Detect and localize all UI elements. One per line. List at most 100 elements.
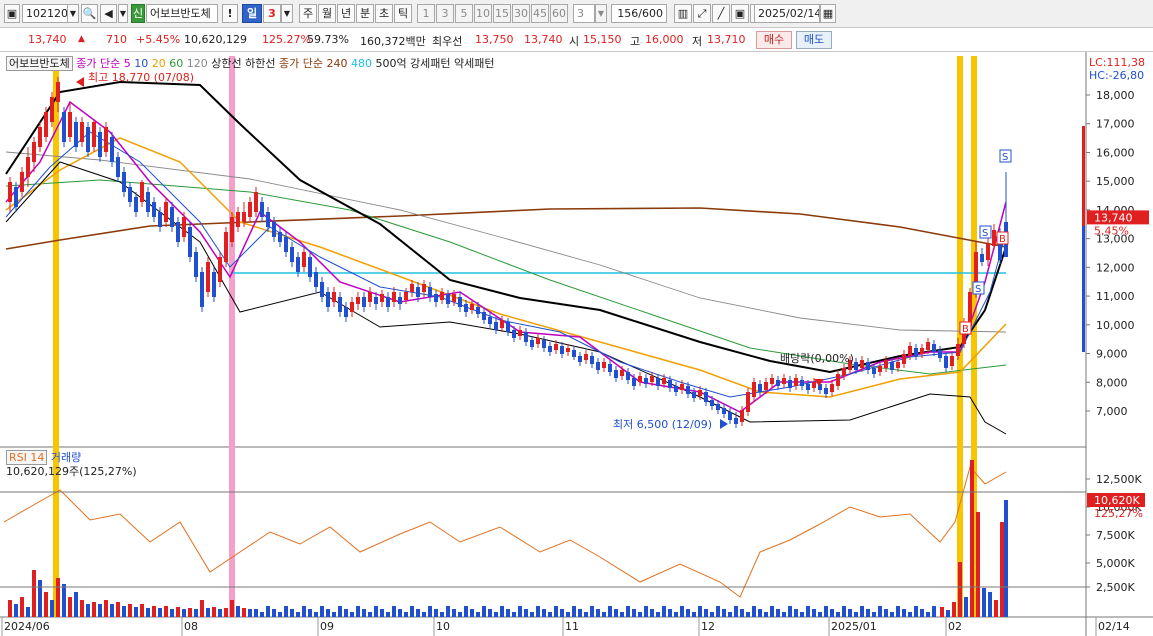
legend-ma2-label[interactable]: 종가 단순 [278,57,323,70]
legend-ma5[interactable]: 5 [123,57,131,70]
period-day-button[interactable]: 일 [242,4,262,23]
legend-rsi[interactable]: RSI 14 [6,450,48,465]
current-volume-box [1087,493,1145,507]
legend-upper-limit[interactable]: 상한선 [211,57,242,70]
minute-dropdown-icon[interactable]: ▼ [595,4,607,23]
high-marker-icon [76,77,84,87]
volume-bar [746,612,750,617]
legend-stock-name[interactable]: 어보브반도체 [6,56,73,71]
period-dropdown-icon[interactable]: ▼ [281,4,293,23]
current-price-label: 13,740 [1094,211,1133,224]
candle-body [500,320,504,328]
period-count-field[interactable]: 3 [263,4,281,23]
volume-bar [596,609,600,617]
candle-body [62,112,66,142]
save-icon[interactable]: ▣ [731,4,749,23]
candle-body [812,382,816,388]
volume-bar [728,612,732,617]
legend-ma480[interactable]: 480 [350,57,372,70]
minute-3-button[interactable]: 3 [436,4,454,23]
candle-body [128,187,132,202]
stock-code-field[interactable]: 102120 [22,4,68,23]
period-second-button[interactable]: 초 [375,4,393,23]
volume-bar [590,606,594,617]
volume-bar [638,612,642,617]
legend-pattern-strong[interactable]: 500억 강세패턴 [375,57,451,70]
volume-bar [644,606,648,617]
candle-body [920,348,924,354]
low-label: 저 [692,35,703,48]
volume-bar [818,612,822,617]
minute-10-button[interactable]: 10 [474,4,492,23]
legend-ma120[interactable]: 120 [186,57,208,70]
volume-bar [98,604,102,617]
speaker-dropdown-icon[interactable]: ▼ [118,4,128,23]
stock-name-field[interactable]: 어보브반도체 [146,4,218,23]
buy-button[interactable]: 매수 [756,31,792,49]
period-month-button[interactable]: 월 [318,4,336,23]
rsi-line [3,465,1007,598]
candle-body [512,330,516,338]
speaker-icon[interactable]: ◀ [100,4,117,23]
window-icon[interactable]: ▣ [4,4,20,23]
candle-body [776,380,780,386]
volume-bar [386,612,390,617]
stock-chart[interactable]: 18,00017,00016,00015,00014,00013,00012,0… [0,52,1153,636]
minute-5-button[interactable]: 5 [455,4,473,23]
minute-15-button[interactable]: 15 [493,4,511,23]
price-range-bar [1082,226,1085,352]
volume-bar [188,608,192,617]
legend-ma60[interactable]: 60 [169,57,184,70]
candle-body [986,244,990,260]
volume-bar [44,592,48,617]
crosshair-icon[interactable]: ⤢ [693,4,711,23]
volume-bar [788,606,792,617]
legend-pattern-weak[interactable]: 약세패턴 [454,57,495,70]
legend-ma10[interactable]: 10 [134,57,149,70]
minute-30-button[interactable]: 30 [512,4,530,23]
candle-body [86,127,90,152]
price-axis-label: 10,000 [1096,319,1135,332]
minute-60-button[interactable]: 60 [550,4,568,23]
range-field[interactable]: 156/600 [611,4,667,23]
price-range-bar [1082,126,1085,226]
period-year-button[interactable]: 년 [337,4,355,23]
code-dropdown-icon[interactable]: ▼ [67,4,79,23]
candle-icon[interactable]: ▥ [674,4,692,23]
volume-bar [656,612,660,617]
volume-bar [824,606,828,617]
legend-ma-label[interactable]: 종가 단순 [76,57,121,70]
calendar-icon[interactable]: ▦ [820,4,836,23]
minute-select-field[interactable]: 3 [573,4,595,23]
volume-bar [970,460,974,617]
candle-body [254,192,258,212]
volume-bar [764,612,768,617]
sell-button[interactable]: 매도 [796,31,832,49]
legend-lower-limit[interactable]: 하한선 [245,57,276,70]
volume-bar [212,607,216,617]
signal-marker-label: S [975,284,981,295]
candle-body [662,378,666,384]
candle-body [272,222,276,237]
alert-icon[interactable]: ! [222,4,238,23]
period-week-button[interactable]: 주 [299,4,317,23]
highlight-bar [229,56,235,617]
date-field[interactable]: 2025/02/14 [754,4,820,23]
period-tick-button[interactable]: 틱 [394,4,412,23]
volume-bar [1000,522,1004,617]
volume-bar [500,606,504,617]
legend-volume[interactable]: 거래량 [50,451,82,464]
minute-45-button[interactable]: 45 [531,4,549,23]
volume-bar [470,609,474,617]
legend-ma20[interactable]: 20 [151,57,166,70]
search-icon[interactable]: 🔍 [81,4,98,23]
draw-line-icon[interactable]: ╱ [712,4,730,23]
volume-bar [176,607,180,617]
legend-ma240[interactable]: 240 [326,57,348,70]
volume-bar [908,612,912,617]
candle-body [98,132,102,157]
candle-body [218,257,222,282]
minute-1-button[interactable]: 1 [417,4,435,23]
period-minute-button[interactable]: 분 [356,4,374,23]
volume-bar [488,609,492,617]
